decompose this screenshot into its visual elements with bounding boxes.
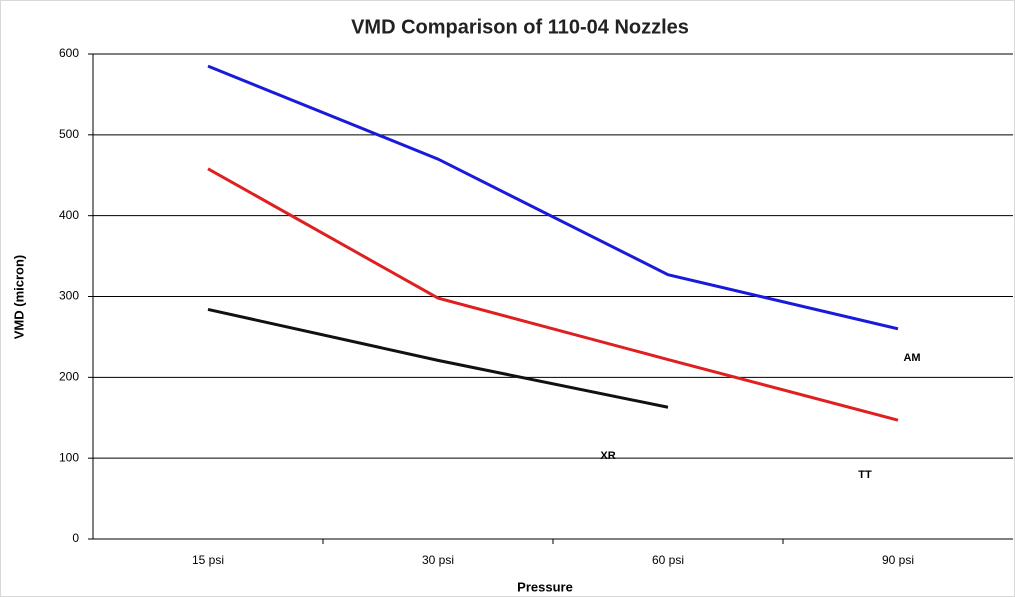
x-tick-label: 30 psi — [422, 553, 454, 567]
x-axis-title: Pressure — [517, 579, 573, 594]
x-tick-label: 15 psi — [192, 553, 224, 567]
y-tick-label: 400 — [59, 208, 79, 222]
y-tick-label: 200 — [59, 370, 79, 384]
y-tick-label: 300 — [59, 289, 79, 303]
x-tick-label: 60 psi — [652, 553, 684, 567]
y-tick-label: 600 — [59, 46, 79, 60]
series-line — [207, 64, 899, 331]
series-line — [207, 307, 669, 409]
series-label: XR — [600, 450, 615, 462]
y-tick-label: 0 — [72, 531, 79, 545]
series-label: AM — [903, 352, 920, 364]
y-axis-title: VMD (micron) — [11, 255, 26, 340]
x-tick-label: 90 psi — [882, 553, 914, 567]
chart-title: VMD Comparison of 110-04 Nozzles — [351, 16, 689, 38]
series-line — [207, 167, 899, 422]
y-tick-label: 500 — [59, 127, 79, 141]
series-label: TT — [858, 469, 872, 481]
y-tick-label: 100 — [59, 450, 79, 464]
